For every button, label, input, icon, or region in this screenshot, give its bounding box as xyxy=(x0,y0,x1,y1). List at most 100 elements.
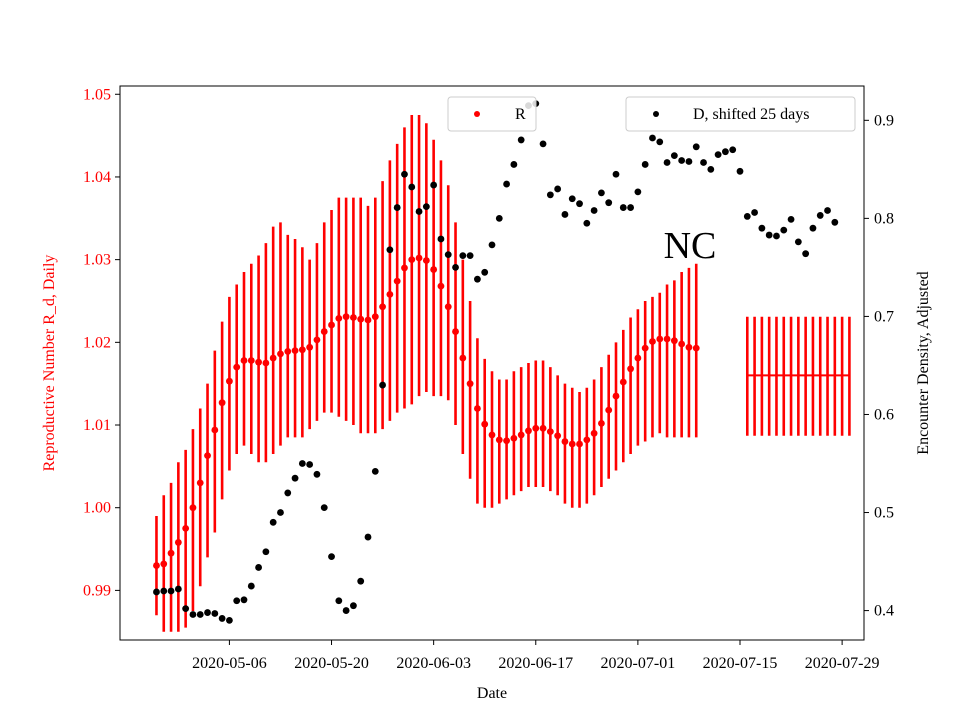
d-point xyxy=(809,224,817,232)
r-projection xyxy=(745,316,851,436)
r-point xyxy=(189,504,197,512)
r-point xyxy=(685,343,693,351)
d-point xyxy=(802,250,810,258)
y-left-tick-label: 1.02 xyxy=(83,334,111,351)
r-point xyxy=(291,347,299,354)
d-point xyxy=(277,509,284,516)
r-point xyxy=(517,431,525,439)
r-point xyxy=(466,380,474,388)
d-point xyxy=(714,151,722,159)
d-point xyxy=(415,208,423,215)
d-point xyxy=(408,183,416,191)
y-left-axis-label: Reproductive Number R_d, Daily xyxy=(41,255,58,472)
d-point xyxy=(612,170,620,178)
r-point xyxy=(262,359,270,367)
y-left-tick-label: 1.05 xyxy=(83,86,111,103)
d-point xyxy=(196,611,204,618)
d-point xyxy=(342,607,350,614)
d-point xyxy=(167,587,175,595)
x-tick-label: 2020-07-15 xyxy=(703,655,778,672)
d-point xyxy=(466,252,474,260)
d-point xyxy=(328,553,335,561)
r-point xyxy=(196,479,204,487)
d-point xyxy=(182,605,190,613)
d-point xyxy=(685,158,693,165)
r-point xyxy=(474,405,481,412)
d-point xyxy=(568,195,576,203)
d-point xyxy=(561,211,569,218)
r-point xyxy=(503,437,510,445)
d-point xyxy=(218,615,226,622)
y-left-tick-label: 0.99 xyxy=(83,582,111,599)
d-point xyxy=(765,231,773,239)
d-point xyxy=(320,504,328,512)
r-point xyxy=(350,314,357,321)
r-point xyxy=(612,392,620,400)
y-right-axis-label: Encounter Density, Adjusted xyxy=(915,271,932,454)
r-point xyxy=(364,316,372,324)
legend-r-box xyxy=(447,96,537,132)
d-point xyxy=(401,170,408,178)
d-point xyxy=(247,582,255,590)
r-point xyxy=(174,539,182,546)
r-point xyxy=(226,377,233,385)
legend-d-label: D, shifted 25 days xyxy=(693,106,809,123)
plot-frame xyxy=(119,85,865,641)
d-point xyxy=(495,214,503,222)
legend-r: R xyxy=(447,96,537,132)
r-point xyxy=(277,350,284,358)
r-point xyxy=(525,427,532,435)
x-axis-label: Date xyxy=(477,685,507,702)
d-point xyxy=(700,159,707,166)
d-point xyxy=(773,232,780,240)
r-point xyxy=(561,438,569,445)
r-point xyxy=(233,363,241,371)
y-left-axis-ticks: 0.99 1.00 1.01 1.02 1.03 1.04 1.05 xyxy=(83,86,120,599)
r-point xyxy=(408,256,416,264)
d-point xyxy=(751,209,758,216)
d-point xyxy=(824,207,831,214)
d-point xyxy=(189,611,197,618)
legend-d: D, shifted 25 days xyxy=(625,96,856,132)
d-point xyxy=(379,381,386,389)
d-point xyxy=(554,185,562,193)
d-point xyxy=(488,241,496,249)
r-point xyxy=(619,378,627,386)
r-point xyxy=(649,338,656,345)
d-point xyxy=(816,212,824,219)
d-point xyxy=(204,609,211,616)
d-point xyxy=(831,218,839,226)
r-point xyxy=(357,315,365,323)
y-right-tick-label: 0.7 xyxy=(874,308,894,325)
r-point xyxy=(481,420,489,428)
legend-d-marker xyxy=(653,111,659,117)
d-point xyxy=(459,252,467,260)
d-point xyxy=(722,148,729,156)
r-point xyxy=(342,313,350,321)
r-point xyxy=(656,335,664,343)
d-point xyxy=(386,246,394,254)
d-point xyxy=(546,191,554,199)
y-left-tick-label: 1.00 xyxy=(83,500,111,517)
d-point xyxy=(656,138,664,146)
r-point xyxy=(328,321,335,329)
d-point xyxy=(517,136,525,144)
d-point xyxy=(605,199,613,207)
d-point xyxy=(306,461,314,468)
d-point xyxy=(663,159,671,166)
r-point xyxy=(415,254,423,262)
r-point xyxy=(393,277,401,285)
d-point xyxy=(262,548,270,556)
r-point xyxy=(247,357,255,364)
d-point xyxy=(226,616,233,624)
d-point xyxy=(510,161,518,168)
d-point xyxy=(357,577,365,585)
r-point xyxy=(437,282,445,290)
y-right-tick-label: 0.4 xyxy=(874,603,894,620)
d-point xyxy=(481,268,489,276)
d-point xyxy=(393,204,401,211)
d-point xyxy=(787,215,795,223)
x-tick-label: 2020-07-29 xyxy=(805,655,880,672)
r-point xyxy=(218,399,226,407)
r-point xyxy=(670,337,678,345)
